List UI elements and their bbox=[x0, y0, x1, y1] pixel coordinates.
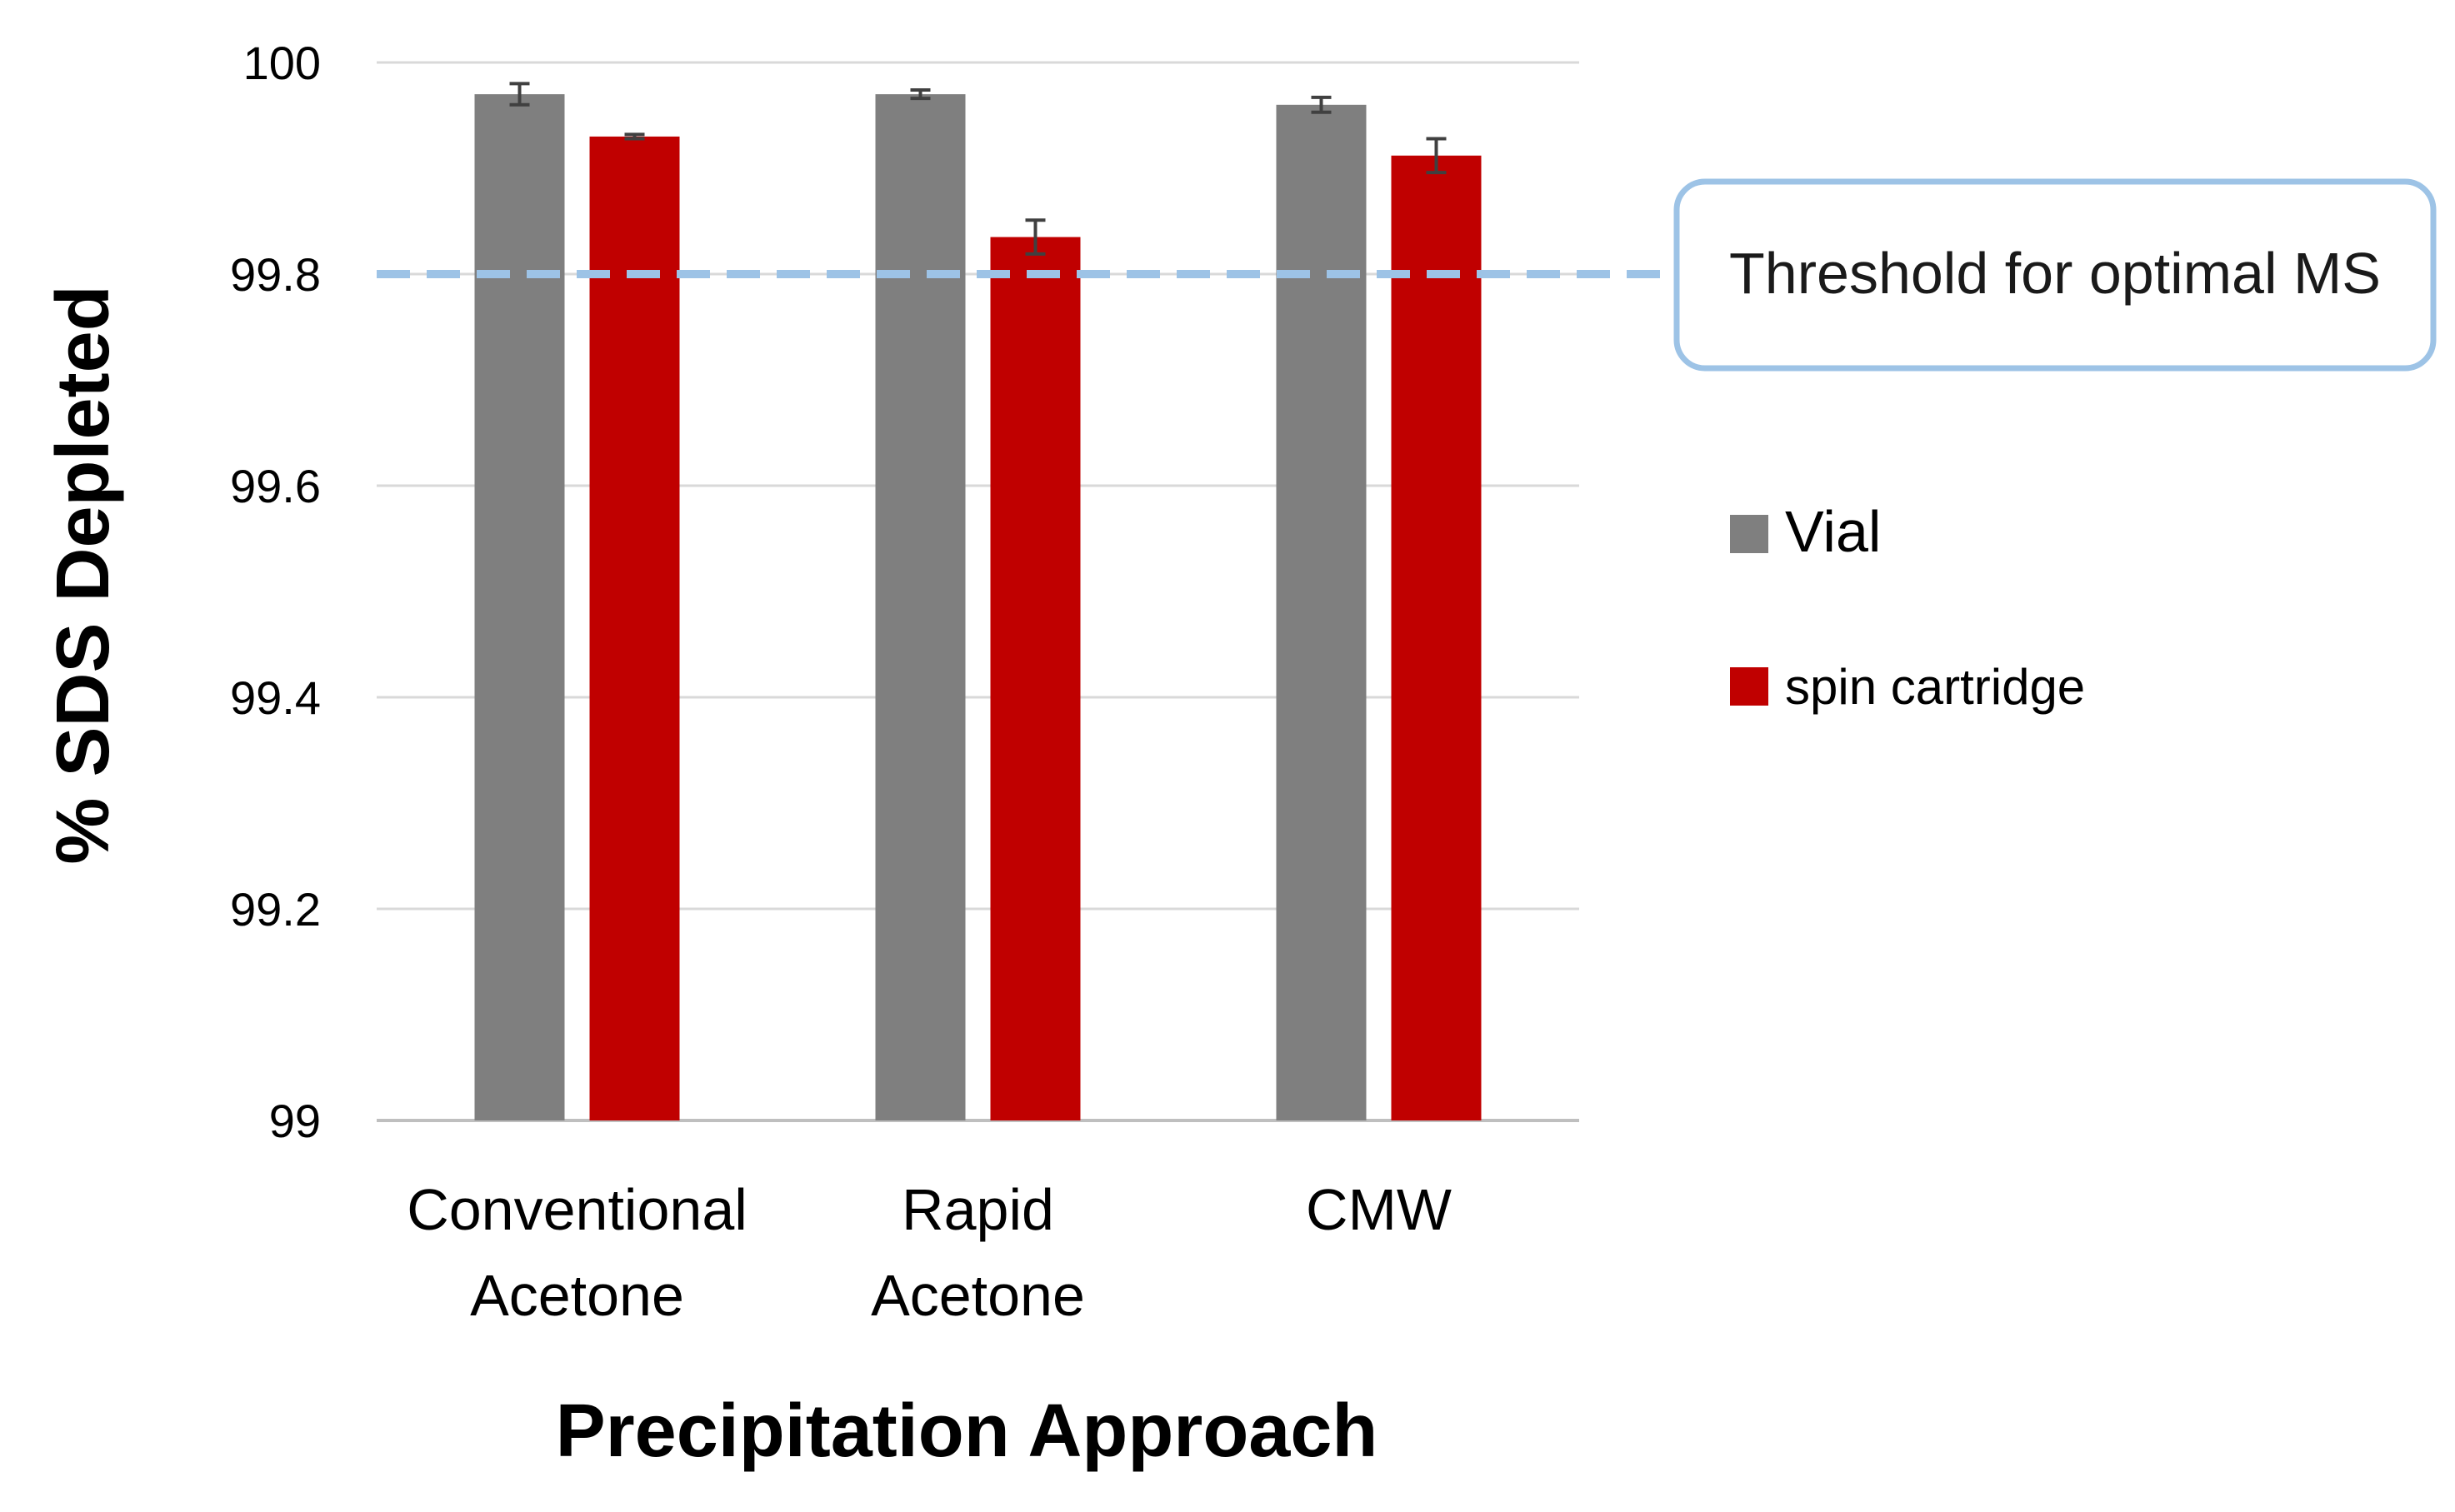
legend-swatch bbox=[1730, 515, 1768, 553]
bar-spin-cartridge bbox=[990, 237, 1081, 1120]
bars bbox=[474, 94, 1482, 1121]
y-axis-tick-labels: 99 99.2 99.4 99.6 99.8 100 bbox=[230, 37, 321, 1147]
bar-spin-cartridge bbox=[1391, 155, 1482, 1120]
legend-label: Vial bbox=[1785, 499, 1881, 564]
threshold-annotation-box bbox=[1673, 178, 2437, 372]
legend: Vial spin cartridge bbox=[1730, 499, 2085, 715]
y-tick-label: 99.8 bbox=[230, 248, 321, 301]
bar-vial bbox=[474, 94, 565, 1121]
error-bar bbox=[1025, 218, 1046, 256]
y-tick-label: 100 bbox=[243, 37, 321, 89]
x-category-label: Rapid bbox=[902, 1177, 1054, 1242]
x-axis-title: Precipitation Approach bbox=[556, 1390, 1378, 1473]
bar-spin-cartridge bbox=[589, 136, 680, 1120]
y-tick-label: 99 bbox=[269, 1095, 321, 1147]
bar-vial bbox=[875, 94, 966, 1121]
legend-swatch bbox=[1730, 667, 1768, 706]
x-category-label: Acetone bbox=[871, 1263, 1085, 1328]
y-axis-title: % SDS Depleted bbox=[42, 285, 125, 864]
x-category-label: Acetone bbox=[470, 1263, 684, 1328]
y-tick-label: 99.6 bbox=[230, 460, 321, 512]
threshold-annotation-label: Threshold for optimal MS bbox=[1729, 241, 2381, 306]
x-category-label: Conventional bbox=[407, 1177, 748, 1242]
error-bar bbox=[509, 82, 530, 107]
x-axis-category-labels: Conventional Acetone Rapid Acetone CMW bbox=[407, 1177, 1452, 1328]
error-bar bbox=[1426, 137, 1447, 175]
error-bar bbox=[1311, 95, 1332, 114]
y-tick-label: 99.4 bbox=[230, 671, 321, 724]
legend-label: spin cartridge bbox=[1785, 659, 2085, 715]
x-category-label: CMW bbox=[1306, 1177, 1452, 1242]
y-tick-label: 99.2 bbox=[230, 883, 321, 936]
bar-vial bbox=[1276, 104, 1367, 1120]
error-bar bbox=[624, 132, 645, 141]
threshold-annotation: Threshold for optimal MS bbox=[1673, 178, 2437, 372]
error-bar bbox=[910, 88, 931, 101]
error-bars bbox=[509, 82, 1447, 256]
